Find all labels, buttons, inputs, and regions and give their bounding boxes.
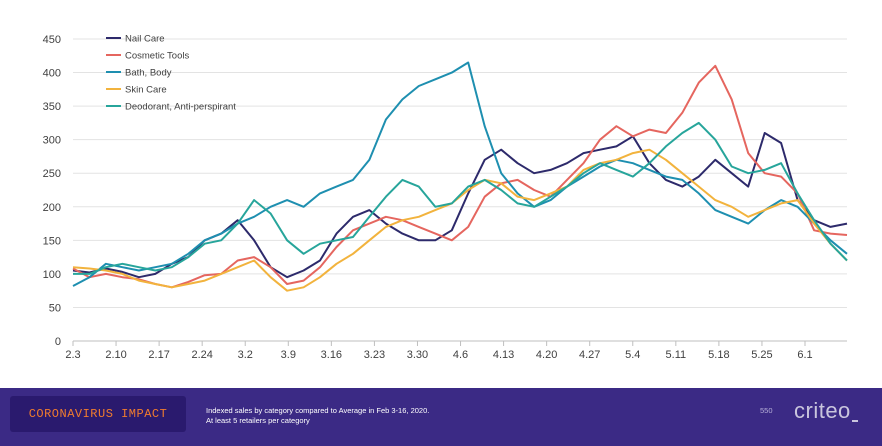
y-tick-label: 150 <box>43 235 61 247</box>
x-tick-label: 3.9 <box>281 349 296 361</box>
chart-grid <box>73 38 847 342</box>
x-tick-label: 4.6 <box>453 349 468 361</box>
x-tick-label: 3.2 <box>238 349 253 361</box>
badge-label: CORONAVIRUS IMPACT <box>28 407 168 421</box>
coronavirus-impact-badge: CORONAVIRUS IMPACT <box>10 396 186 432</box>
y-tick-label: 250 <box>43 168 61 180</box>
x-tick-label: 4.20 <box>536 349 557 361</box>
page-number: 550 <box>760 406 773 415</box>
chart-legend: Nail Care Cosmetic Tools Bath, Body Skin Ca… <box>106 34 236 113</box>
legend-label: Deodorant, Anti-perspirant <box>125 102 236 113</box>
x-tick-label: 2.24 <box>191 349 212 361</box>
footnote-line-2: At least 5 retailers per category <box>206 416 310 425</box>
legend-label: Bath, Body <box>125 68 172 79</box>
y-axis: 0 50 100 150 200 250 300 350 400 450 <box>43 34 61 348</box>
x-tick-label: 5.4 <box>625 349 640 361</box>
y-tick-label: 400 <box>43 68 61 80</box>
y-tick-label: 300 <box>43 135 61 147</box>
criteo-logo: criteo <box>794 398 851 423</box>
footnote-line-1: Indexed sales by category compared to Av… <box>206 406 430 415</box>
y-tick-label: 450 <box>43 34 61 46</box>
series-line <box>72 61 848 287</box>
x-tick-label: 2.17 <box>148 349 169 361</box>
series-lines <box>72 61 848 292</box>
x-tick-label: 3.30 <box>407 349 428 361</box>
series-line <box>72 148 848 292</box>
x-tick-label: 3.23 <box>364 349 385 361</box>
x-tick-label: 2.3 <box>65 349 80 361</box>
x-tick-label: 5.11 <box>666 349 687 361</box>
chart-footnote: Indexed sales by category compared to Av… <box>206 406 429 426</box>
x-tick-label: 6.1 <box>797 349 812 361</box>
x-tick-label: 5.25 <box>751 349 772 361</box>
x-axis: 2.3 2.10 2.17 2.24 3.2 3.9 3.16 3.23 3.30 4.6 4.13… <box>65 341 813 361</box>
y-tick-label: 50 <box>49 302 61 314</box>
x-tick-label: 4.27 <box>579 349 600 361</box>
x-tick-label: 5.18 <box>708 349 729 361</box>
legend-label: Nail Care <box>125 34 165 45</box>
footer-bar: CORONAVIRUS IMPACT Indexed sales by cate… <box>0 388 882 446</box>
legend-label: Skin Care <box>125 85 167 96</box>
y-tick-label: 100 <box>43 269 61 281</box>
x-tick-label: 3.16 <box>321 349 342 361</box>
y-tick-label: 200 <box>43 202 61 214</box>
x-tick-label: 2.10 <box>105 349 126 361</box>
x-tick-label: 4.13 <box>493 349 514 361</box>
series-line <box>72 64 848 289</box>
y-tick-label: 0 <box>55 336 61 348</box>
y-tick-label: 350 <box>43 101 61 113</box>
series-line <box>73 121 848 275</box>
legend-label: Cosmetic Tools <box>125 51 189 62</box>
logo-underline <box>852 420 858 422</box>
